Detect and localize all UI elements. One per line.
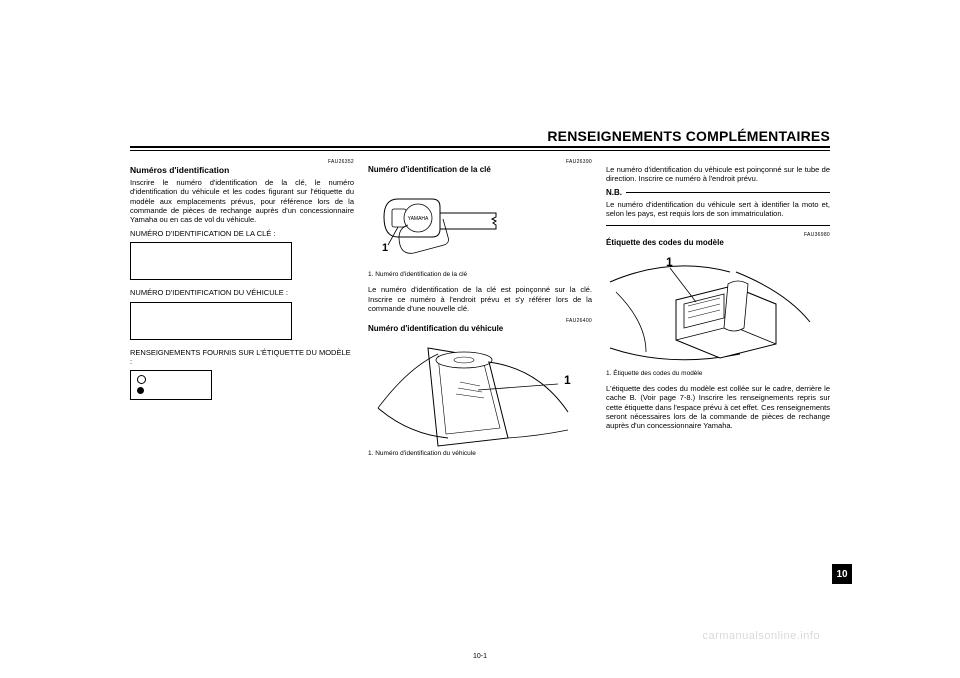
section-tab-number: 10: [836, 569, 847, 580]
paragraph: Le numéro d'identification du véhicule s…: [606, 200, 830, 219]
note-heading-row: N.B.: [606, 188, 830, 198]
field-label: NUMÉRO D'IDENTIFICATION DU VÉHICULE :: [130, 288, 354, 297]
heading: Étiquette des codes du modèle: [606, 238, 830, 248]
paragraph: L'étiquette des codes du modèle est coll…: [606, 384, 830, 431]
heading: Numéro d'identification de la clé: [368, 165, 592, 175]
bullet-filled-icon: [137, 387, 144, 394]
paragraph: Le numéro d'identification de la clé est…: [368, 285, 592, 313]
paragraph: Inscrire le numéro d'identification de l…: [130, 178, 354, 225]
figure-vehicle-id: 1: [368, 338, 592, 448]
columns: FAU26352 Numéros d'identification Inscri…: [130, 157, 830, 464]
watermark: carmanualsonline.info: [702, 630, 820, 642]
input-box-vehicle-id: [130, 302, 292, 340]
note-rule: [626, 192, 830, 193]
input-box-model-codes: [130, 370, 212, 400]
heading: Numéros d'identification: [130, 165, 354, 176]
svg-text:1: 1: [382, 242, 388, 254]
field-label: RENSEIGNEMENTS FOURNIS SUR L'ÉTIQUETTE D…: [130, 348, 354, 367]
svg-text:1: 1: [666, 255, 673, 269]
figure-key: YAMAHA 1: [368, 179, 592, 269]
svg-text:YAMAHA: YAMAHA: [408, 216, 429, 222]
column-3: Le numéro d'identification du véhicule e…: [606, 157, 830, 464]
title-rule-thin: [130, 150, 830, 151]
page: RENSEIGNEMENTS COMPLÉMENTAIRES FAU26352 …: [0, 0, 960, 678]
bullet-open-icon: [137, 375, 146, 384]
page-number: 10-1: [0, 653, 960, 660]
column-1: FAU26352 Numéros d'identification Inscri…: [130, 157, 354, 464]
content-area: RENSEIGNEMENTS COMPLÉMENTAIRES FAU26352 …: [130, 128, 830, 464]
svg-text:1: 1: [564, 373, 571, 387]
note-label: N.B.: [606, 188, 622, 198]
page-title: RENSEIGNEMENTS COMPLÉMENTAIRES: [130, 128, 830, 146]
figure-caption: 1. Étiquette des codes du modèle: [606, 370, 830, 378]
heading: Numéro d'identification du véhicule: [368, 324, 592, 334]
field-label: NUMÉRO D'IDENTIFICATION DE LA CLÉ :: [130, 229, 354, 238]
title-rule-heavy: [130, 146, 830, 148]
figure-model-label: 1: [606, 252, 830, 368]
figure-caption: 1. Numéro d'identification du véhicule: [368, 450, 592, 458]
paragraph: Le numéro d'identification du véhicule e…: [606, 165, 830, 184]
figure-caption: 1. Numéro d'identification de la clé: [368, 271, 592, 279]
separator-rule: [606, 225, 830, 226]
input-box-key-id: [130, 242, 292, 280]
section-tab: 10: [832, 564, 852, 584]
column-2: FAU26390 Numéro d'identification de la c…: [368, 157, 592, 464]
